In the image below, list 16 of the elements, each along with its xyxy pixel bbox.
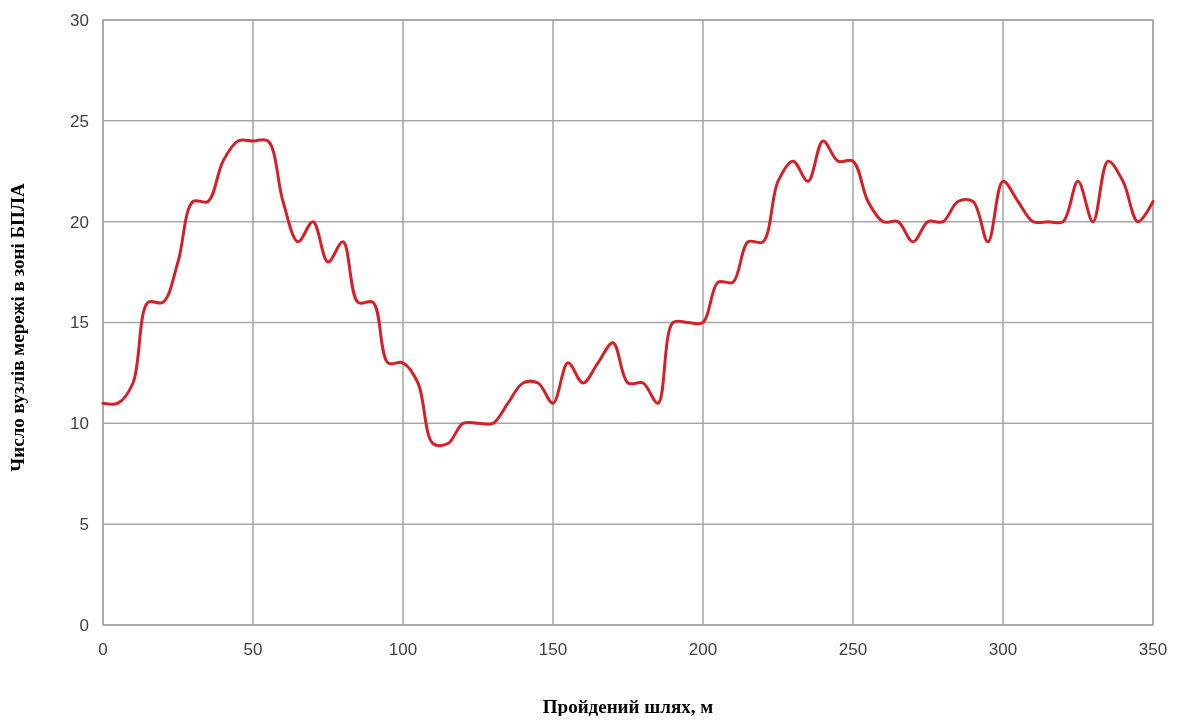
x-tick-label: 350 <box>1138 640 1168 659</box>
x-tick-label: 250 <box>838 640 868 659</box>
y-axis-title: Число вузлів мережі в зоні БПЛА <box>7 183 28 472</box>
y-tick-label: 10 <box>70 414 89 434</box>
x-tick-label: 150 <box>538 640 568 659</box>
x-tick-label: 300 <box>988 640 1018 659</box>
y-tick-label: 15 <box>70 313 89 333</box>
y-tick-label: 25 <box>70 111 89 131</box>
y-tick-label: 5 <box>79 515 89 535</box>
y-tick-label: 30 <box>70 10 89 30</box>
x-tick-label: 100 <box>388 640 418 659</box>
x-tick-label: 200 <box>688 640 718 659</box>
x-tick-label: 50 <box>243 640 263 659</box>
y-tick-label: 20 <box>70 212 89 232</box>
x-tick-label: 0 <box>98 640 108 659</box>
y-tick-label: 0 <box>79 615 89 635</box>
